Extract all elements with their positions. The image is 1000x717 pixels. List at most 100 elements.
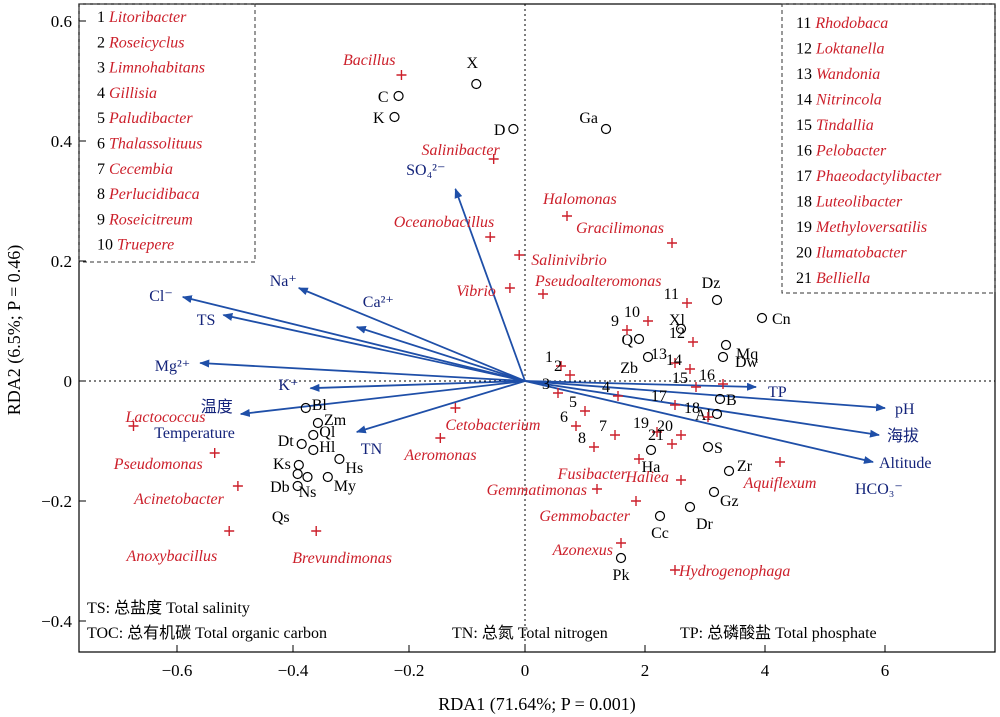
site-point: [714, 393, 726, 405]
numbered-genus-marker: [718, 379, 728, 389]
env-label: Altitude: [879, 455, 931, 472]
site-label: C: [378, 89, 389, 106]
env-label: TN: [361, 441, 383, 458]
site-point: [393, 90, 404, 102]
site-label: Mq: [736, 346, 758, 363]
site-point: [642, 351, 654, 363]
env-label: SO₄²⁻: [406, 162, 445, 179]
site-point: [654, 510, 666, 522]
site-point: [723, 465, 735, 477]
numbered-genus-marker: [703, 412, 713, 422]
axis-ticks: −0.6 −0.4 −0.2 0 2 4 6 −0.4 −0.2 0 0.2 0.4 0.6: [41, 12, 889, 680]
env-label: K⁺: [278, 377, 298, 394]
site-label: B: [726, 392, 737, 409]
site-point: [334, 453, 345, 465]
site-label: Cc: [651, 525, 669, 542]
legend-entry: 8 Perlucidibaca: [97, 186, 200, 203]
site-point: [312, 417, 324, 429]
genus-marker: [485, 232, 496, 242]
numbered-genus-marker: [556, 361, 566, 371]
site-point: [302, 471, 313, 483]
env-label: Na⁺: [270, 273, 297, 290]
legend-entry: 13 Wandonia: [796, 66, 880, 83]
env-label: TS: [197, 312, 216, 329]
site-point: [322, 471, 333, 483]
y-tick-label: 0.6: [51, 12, 72, 31]
numbered-genus-label: 16: [699, 367, 715, 384]
numbered-genus-label: 6: [560, 409, 568, 426]
numbered-genus-label: 7: [599, 418, 607, 435]
env-label: 海拔: [887, 427, 919, 445]
legend-entry: 16 Pelobacter: [796, 143, 887, 160]
site-label: Zr: [737, 458, 753, 475]
legend-entry: 5 Paludibacter: [97, 110, 193, 127]
numbered-genus-label: 13: [651, 346, 667, 363]
genus-marker: [128, 421, 139, 431]
genus-label: Gracilimonas: [576, 220, 664, 237]
legend-right: 11 Rhodobaca 12 Loktanella 13 Wandonia 14 N…: [796, 15, 942, 287]
site-point: [711, 294, 723, 306]
y-tick-label: 0.2: [51, 252, 72, 271]
legend-entry: 6 Thalassolituus: [97, 136, 202, 153]
x-tick-label: 6: [881, 661, 890, 680]
site-label: D: [494, 122, 506, 139]
site-label: Gz: [720, 493, 739, 510]
genus-label: Halomonas: [542, 191, 617, 208]
site-point: [708, 486, 720, 498]
genus-marker: [311, 526, 322, 536]
env-arrow: [355, 380, 526, 434]
legend-entry: 2 Roseicyclus: [97, 34, 185, 51]
site-point: [720, 339, 732, 351]
env-label: TP: [768, 384, 787, 401]
genus-marker: [396, 70, 407, 80]
genus-marker: [504, 283, 515, 293]
legend-entry: 10 Truepere: [97, 237, 174, 254]
env-arrow: [222, 313, 526, 382]
site-label: Qs: [272, 509, 290, 526]
site-label: X: [466, 55, 478, 72]
site-label: Bl: [312, 397, 328, 414]
numbered-genus-label: 17: [651, 388, 667, 405]
legend-entry: 1 Litoribacter: [97, 9, 187, 26]
genus-marker: [450, 403, 461, 413]
env-label: 温度: [201, 398, 233, 416]
numbered-genus-label: 19: [633, 415, 649, 432]
numbered-genus-label: 4: [602, 379, 610, 396]
site-point: [684, 501, 696, 513]
legend-entry: 17 Phaeodactylibacter: [796, 168, 942, 185]
note-ts: TS: 总盐度 Total salinity: [87, 599, 250, 617]
site-point: [645, 444, 657, 456]
env-arrow: [239, 380, 526, 417]
numbered-genus-label: 10: [624, 304, 640, 321]
genus-marker: [488, 154, 499, 164]
numbered-genus-label: 18: [684, 400, 700, 417]
site-label: Cn: [772, 311, 791, 328]
legend-left: 1 Litoribacter 2 Roseicyclus 3 Limnohabita…: [97, 9, 205, 254]
legend-box-right: [781, 3, 996, 294]
site-point: [717, 351, 729, 363]
numbered-genus-marker: [691, 382, 701, 392]
numbered-genus-marker: [589, 442, 599, 452]
genus-marker: [631, 496, 641, 506]
x-tick-label: 4: [761, 661, 770, 680]
x-axis-label: RDA1 (71.64%; P = 0.001): [438, 694, 635, 715]
site-label: Ga: [579, 110, 598, 127]
legend-entry: 9 Roseicitreum: [97, 211, 193, 228]
legend-entry: 21 Belliella: [796, 270, 870, 287]
y-tick-label: 0: [64, 372, 73, 391]
site-point: [308, 429, 319, 441]
genus-label: Fusibacter: [557, 466, 628, 483]
site-point: [300, 402, 311, 414]
genus-marker: [435, 433, 446, 443]
env-label: pH: [895, 401, 915, 418]
site-label: K: [373, 110, 385, 127]
genus-marker: [514, 250, 525, 260]
env-label: Cl⁻: [149, 288, 173, 305]
legend-entry: 15 Tindallia: [796, 117, 874, 134]
numbered-genus-label: 11: [664, 286, 679, 303]
numbered-genus-label: 2: [554, 358, 562, 375]
site-point: [308, 444, 319, 456]
legend-entry: 12 Loktanella: [796, 41, 884, 58]
genus-label: Salinibacter: [421, 142, 500, 159]
